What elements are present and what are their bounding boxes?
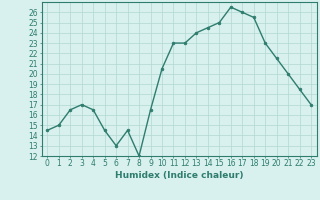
X-axis label: Humidex (Indice chaleur): Humidex (Indice chaleur) xyxy=(115,171,244,180)
